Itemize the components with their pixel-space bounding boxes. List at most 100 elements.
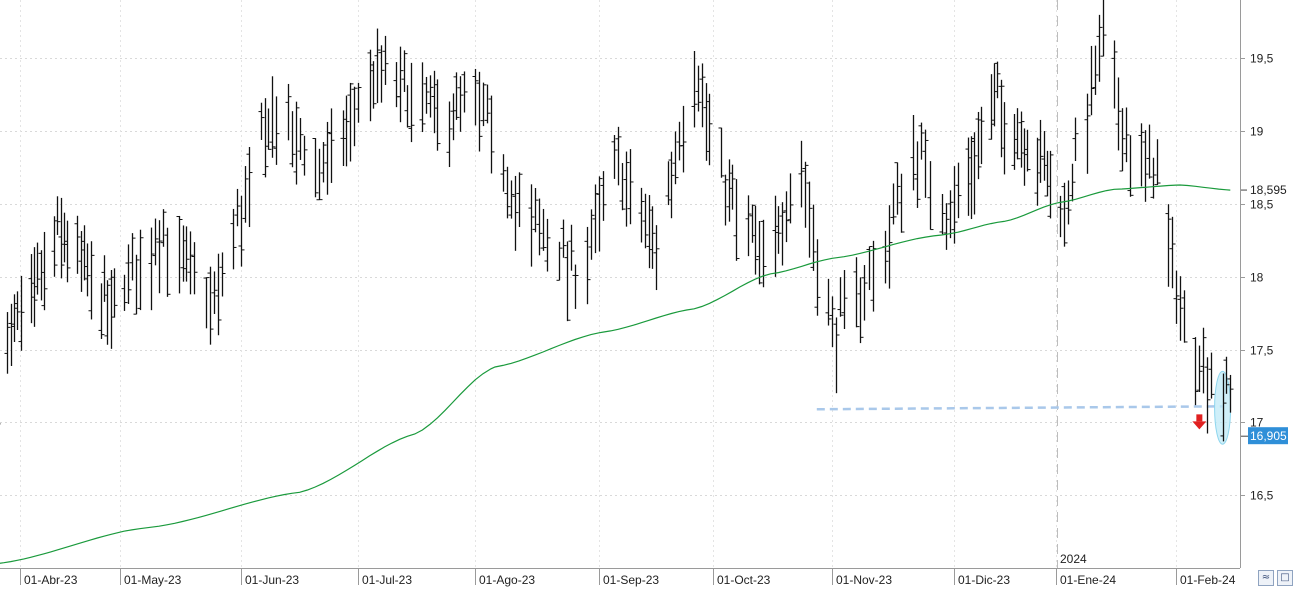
- ohlc-bar: [111, 268, 118, 318]
- ohlc-bar: [699, 63, 706, 128]
- ohlc-bar: [1115, 77, 1122, 151]
- ohlc-bar: [476, 71, 483, 152]
- ohlc-bar: [1138, 123, 1145, 187]
- ohlc-bar: [41, 231, 48, 311]
- ohlc-bar: [1169, 216, 1176, 289]
- ohlc-bar: [1018, 111, 1025, 168]
- ohlc-bar: [293, 101, 300, 185]
- ohlc-bar: [137, 229, 144, 311]
- ohlc-bar: [729, 164, 736, 210]
- save-icon[interactable]: □: [1277, 570, 1293, 586]
- ohlc-bar: [207, 266, 214, 345]
- x-tick-label: 01-Dic-23: [958, 573, 1010, 587]
- ohlc-bar: [374, 28, 381, 104]
- ohlc-bar: [34, 242, 41, 295]
- ohlc-bar: [54, 196, 61, 235]
- ohlc-bar: [544, 218, 551, 272]
- ohlc-bar: [18, 275, 25, 351]
- ohlc-bar: [382, 35, 389, 85]
- price-bars: [0, 0, 1207, 425]
- ohlc-bar: [814, 239, 821, 316]
- ohlc-bar: [837, 277, 844, 317]
- ohlc-bar: [397, 46, 404, 123]
- ohlc-bar: [427, 75, 434, 118]
- ohlc-bar: [560, 219, 567, 258]
- down-arrow-icon: [1192, 414, 1207, 430]
- ohlc-bar: [825, 278, 832, 326]
- ohlc-bar: [148, 227, 155, 311]
- ohlc-bar: [943, 203, 950, 250]
- ohlc-bar: [393, 62, 400, 108]
- ohlc-bar: [665, 161, 672, 206]
- ohlc-bar: [1173, 270, 1180, 324]
- ohlc-bar: [756, 221, 763, 285]
- ohlc-bar: [798, 140, 805, 208]
- ohlc-bar: [861, 265, 868, 321]
- ohlc-bar: [1123, 107, 1130, 163]
- ma-value-tag: 18,595: [1241, 182, 1290, 199]
- ohlc-bar: [408, 62, 415, 143]
- ohlc-bar: [289, 111, 296, 168]
- ohlc-bar: [1037, 119, 1044, 183]
- ohlc-bar: [98, 283, 105, 339]
- ohlc-bar: [532, 188, 539, 233]
- ohlc-bar: [104, 280, 111, 345]
- ohlc-bar: [1177, 276, 1184, 341]
- ohlc-bar: [340, 110, 347, 167]
- ohlc-bar: [457, 76, 464, 132]
- ohlc-bar: [588, 209, 595, 260]
- x-tick-label: 01-Ago-23: [479, 573, 535, 587]
- ohlc-bar: [14, 291, 21, 330]
- ohlc-bar: [775, 206, 782, 254]
- x-tick-label: 01-Ene-24: [1060, 573, 1116, 587]
- ohlc-bar: [1220, 373, 1227, 442]
- ohlc-bar: [297, 118, 304, 160]
- ohlc-bar: [1142, 130, 1149, 202]
- ohlc-bar: [1100, 0, 1107, 57]
- ohlc-bar: [61, 212, 68, 263]
- ohlc-bar: [343, 95, 350, 167]
- zoom-fit-button[interactable]: ≈: [1258, 570, 1274, 586]
- ohlc-bar: [488, 95, 495, 174]
- ohlc-bar: [806, 181, 813, 258]
- y-axis: 19,5 19 18,5 18 17,5 17 16,5: [1240, 52, 1274, 503]
- ohlc-bar: [446, 101, 453, 168]
- year-marker-label: 2024: [1060, 552, 1087, 566]
- ohlc-bar: [156, 220, 163, 294]
- ohlc-bar: [1119, 108, 1126, 172]
- ohlc-bar: [978, 106, 985, 165]
- ohlc-bar: [994, 61, 1001, 99]
- ohlc-bar: [378, 45, 385, 103]
- ohlc-bar: [450, 93, 457, 141]
- ohlc-bar: [1227, 374, 1234, 413]
- ohlc-bar: [211, 271, 218, 314]
- ohlc-bar: [722, 174, 729, 226]
- ohlc-bar: [528, 184, 535, 267]
- ohlc-bar: [642, 193, 649, 249]
- ohlc-bar: [301, 135, 308, 176]
- x-tick-label: 01-Sep-23: [603, 573, 659, 587]
- ohlc-bar: [461, 71, 468, 113]
- ohlc-bar: [121, 274, 128, 311]
- ohlc-bar: [922, 129, 929, 198]
- ohlc-bar: [273, 96, 280, 165]
- ohlc-bar: [1150, 157, 1157, 199]
- ohlc-bar: [726, 159, 733, 222]
- ohlc-bar: [783, 191, 790, 243]
- ohlc-bar: [262, 98, 269, 178]
- ohlc-bar: [1021, 128, 1028, 186]
- ohlc-bar: [600, 171, 607, 221]
- ohlc-bar: [787, 173, 794, 224]
- ohlc-bar: [38, 250, 45, 301]
- ohlc-bar: [955, 162, 962, 219]
- y-tick-label: 18: [1250, 271, 1264, 285]
- ohlc-bar: [312, 138, 319, 198]
- ohlc-bar: [857, 277, 864, 344]
- ohlc-bar: [401, 50, 408, 92]
- y-tick-label: 17,5: [1250, 344, 1274, 358]
- support-line: [816, 405, 1223, 411]
- ohlc-bar: [596, 176, 603, 252]
- ohlc-bar: [646, 195, 653, 269]
- ohlc-bar: [28, 254, 35, 324]
